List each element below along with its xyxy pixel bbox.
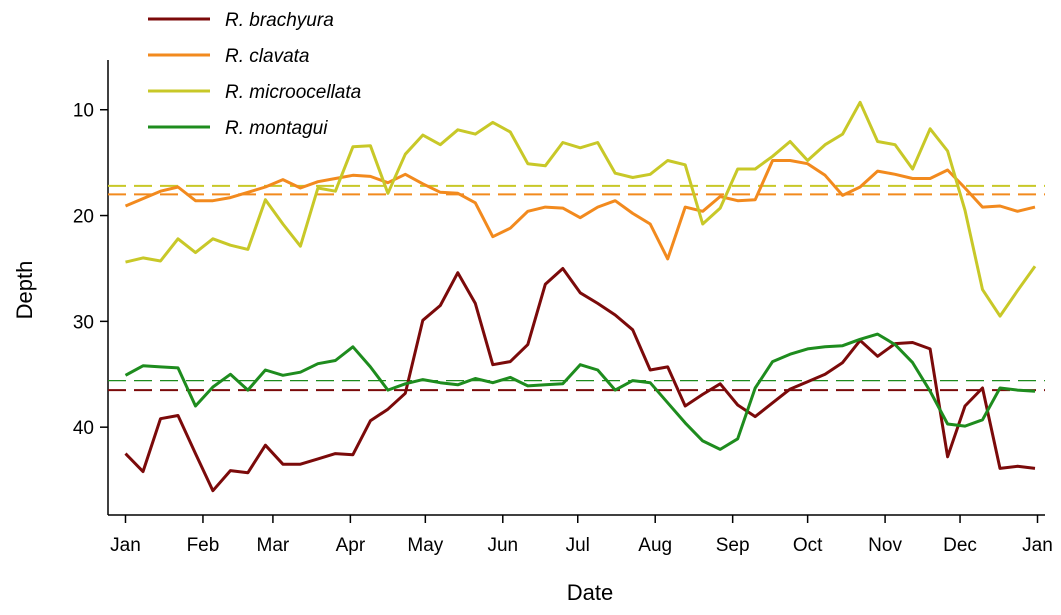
y-tick-label: 30 — [73, 312, 94, 333]
legend-label: R. montagui — [225, 118, 328, 139]
x-tick-label: Nov — [868, 535, 902, 556]
y-axis-label: Depth — [12, 261, 37, 320]
legend-label: R. clavata — [225, 46, 309, 67]
x-tick-label: Jan — [110, 535, 141, 556]
y-tick-label: 20 — [73, 207, 94, 228]
x-tick-label: Aug — [638, 535, 672, 556]
x-tick-label: Jun — [487, 535, 518, 556]
series-line — [125, 100, 1037, 318]
x-tick-label: May — [407, 535, 443, 556]
x-tick-label: Apr — [336, 535, 366, 556]
x-tick-label: Feb — [187, 535, 220, 556]
x-tick-label: Jan — [1022, 535, 1053, 556]
x-tick-label: Jul — [566, 535, 590, 556]
x-tick-label: Sep — [716, 535, 750, 556]
y-tick-label: 40 — [73, 418, 94, 439]
x-tick-label: Dec — [943, 535, 977, 556]
y-tick-label: 10 — [73, 101, 94, 122]
x-tick-label: Oct — [793, 535, 823, 556]
x-axis-label: Date — [567, 580, 613, 605]
legend-label: R. brachyura — [225, 10, 334, 31]
legend-label: R. microocellata — [225, 82, 361, 103]
x-tick-label: Mar — [257, 535, 290, 556]
series-line — [124, 332, 1036, 451]
series-line — [124, 267, 1036, 493]
series-line — [124, 159, 1036, 261]
